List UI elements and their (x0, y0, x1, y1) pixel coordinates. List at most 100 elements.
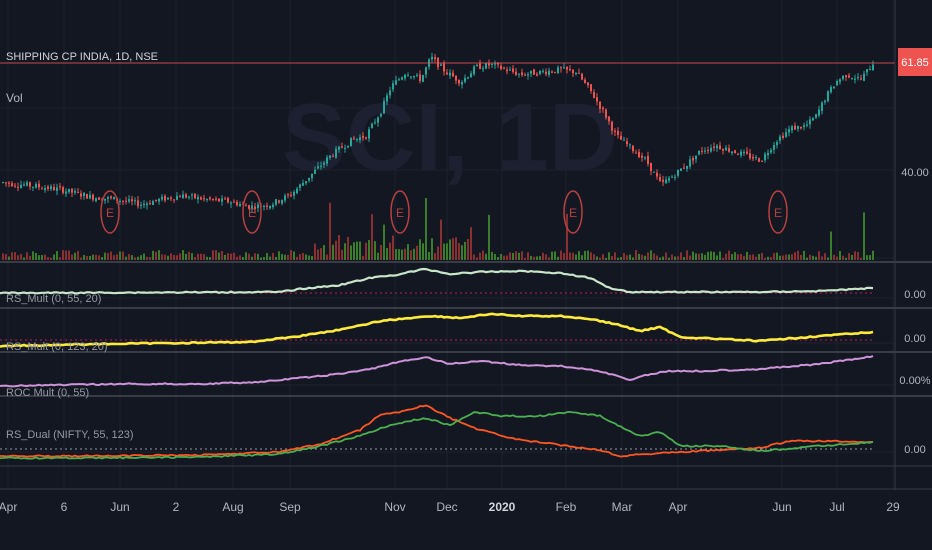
candle-193 (581, 72, 583, 81)
volume-bar-129 (389, 242, 391, 260)
candle-123 (371, 122, 373, 129)
volume-bar-72 (218, 252, 220, 260)
volume-bar-174 (524, 257, 526, 260)
candle-265 (797, 125, 799, 132)
volume-bar-110 (332, 244, 334, 260)
volume-bar-170 (512, 252, 514, 260)
volume-bar-59 (179, 253, 181, 260)
svg-text:E: E (774, 206, 782, 220)
candle-104 (314, 166, 316, 175)
volume-bar-214 (644, 255, 646, 260)
candle-275 (827, 90, 829, 103)
volume-bar-198 (596, 256, 598, 260)
candle-220 (662, 175, 664, 187)
volume-bar-32 (98, 255, 100, 260)
volume-bar-25 (77, 250, 79, 260)
candle-257 (773, 141, 775, 154)
grid (0, 0, 895, 490)
volume-bar-282 (848, 253, 850, 260)
volume-bar-120 (362, 255, 364, 260)
volume-bar-173 (521, 251, 523, 260)
candle-254 (764, 151, 766, 163)
volume-bar-252 (758, 253, 760, 260)
candle-175 (527, 72, 529, 80)
volume-bar-199 (599, 257, 601, 260)
candle-270 (812, 117, 814, 121)
volume-bar-2 (8, 256, 10, 260)
indicator-axis-3: 0.00% (899, 375, 930, 387)
volume-bar-208 (626, 255, 628, 260)
volume-bar-122 (368, 240, 370, 260)
volume-bar-217 (653, 253, 655, 260)
candle-64 (194, 193, 196, 200)
candle-168 (506, 66, 508, 75)
candle-171 (515, 67, 517, 77)
candle-24 (74, 188, 76, 195)
candle-234 (704, 147, 706, 155)
volume-bar-85 (257, 253, 259, 260)
candle-273 (821, 101, 823, 115)
candle-181 (545, 68, 547, 77)
candle-158 (476, 63, 478, 67)
candle-44 (134, 197, 136, 205)
candle-214 (644, 156, 646, 161)
candle-268 (806, 120, 808, 128)
candle-200 (602, 106, 604, 113)
candle-72 (218, 198, 220, 202)
volume-bar-41 (125, 256, 127, 260)
candle-199 (599, 101, 601, 113)
volume-bar-179 (539, 256, 541, 260)
candle-209 (629, 143, 631, 150)
volume-bar-165 (497, 256, 499, 260)
pane-separators (0, 0, 932, 490)
volume-bar-256 (770, 256, 772, 260)
volume-bar-194 (584, 250, 586, 260)
candle-97 (293, 189, 295, 200)
candle-31 (95, 197, 97, 203)
volume-bar-182 (548, 257, 550, 260)
time-tick-4: Aug (222, 500, 243, 514)
volume-bar-267 (803, 250, 805, 260)
candle-225 (677, 169, 679, 178)
candle-89 (269, 205, 271, 210)
candle-117 (353, 135, 355, 140)
volume-bar-76 (230, 253, 232, 260)
rs-dual-red-line (0, 404, 874, 458)
volume-bar-224 (674, 256, 676, 260)
volume-bar-19 (59, 257, 61, 260)
candle-71 (215, 196, 217, 202)
candle-230 (692, 155, 694, 165)
candle-120 (362, 132, 364, 141)
volume-bar-96 (290, 250, 292, 260)
volume-bar-71 (215, 250, 217, 260)
candle-278 (836, 79, 838, 87)
volume-bar-128 (386, 248, 388, 260)
volume-bar-99 (299, 254, 301, 260)
volume-bar-121 (365, 242, 367, 260)
candle-41 (125, 196, 127, 205)
volume-bar-29 (89, 255, 91, 260)
volume-bar-142 (428, 251, 430, 260)
volume-bar-84 (254, 253, 256, 260)
candle-188 (566, 66, 568, 74)
volume-bar-247 (743, 255, 745, 260)
candle-289 (869, 65, 871, 71)
candle-174 (524, 72, 526, 77)
candle-163 (491, 63, 493, 68)
volume-bar-234 (704, 254, 706, 260)
candle-149 (449, 69, 451, 80)
candle-69 (209, 196, 211, 201)
volume-bar-16 (50, 257, 52, 260)
volume-bar-288 (866, 255, 868, 260)
volume-bar-237 (713, 251, 715, 260)
candle-144 (434, 53, 436, 63)
volume-bar-73 (221, 251, 223, 260)
volume-bar-143 (431, 238, 433, 260)
candle-46 (140, 201, 142, 210)
volume-bar-197 (593, 254, 595, 260)
indicator-axis-1: 0.00 (904, 289, 925, 301)
volume-bar-51 (155, 251, 157, 260)
candle-66 (200, 196, 202, 201)
candle-122 (368, 126, 370, 142)
